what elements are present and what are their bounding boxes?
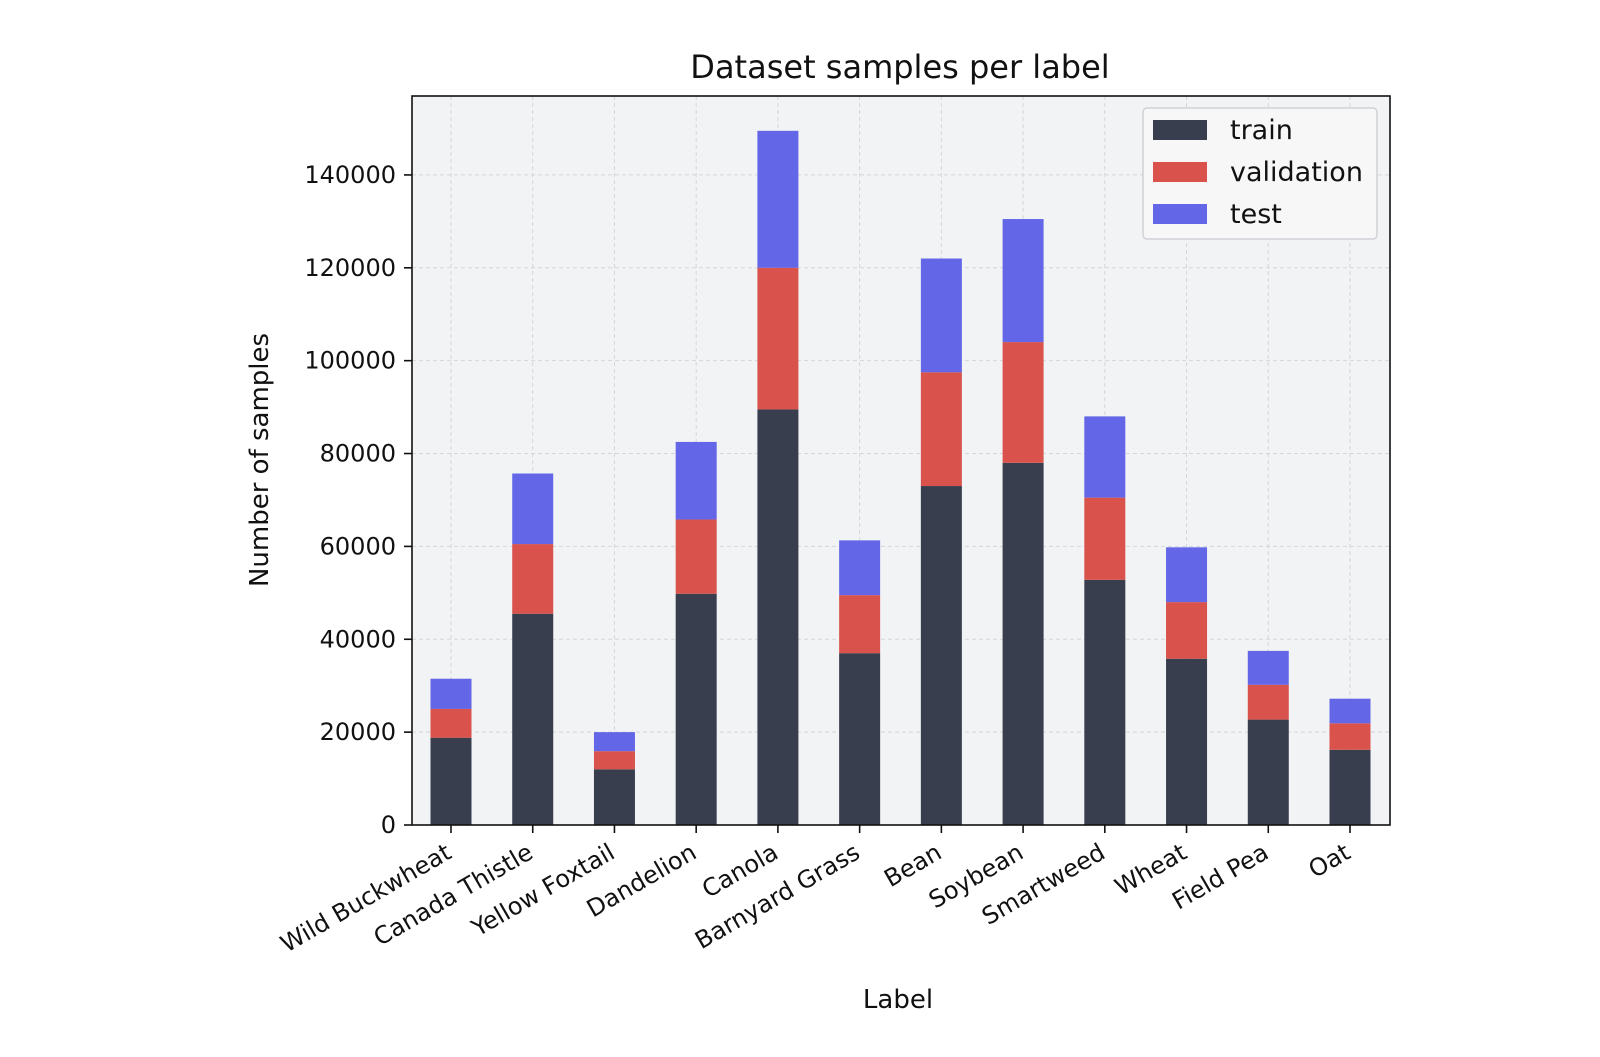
bar-validation-10 <box>1247 684 1289 720</box>
bar-test-3 <box>675 441 717 520</box>
bar-train-1 <box>512 613 554 825</box>
bar-test-2 <box>593 732 635 752</box>
y-tick-label: 80000 <box>320 440 396 468</box>
bar-validation-3 <box>675 519 717 594</box>
plot-frame <box>411 95 1391 826</box>
bar-validation-2 <box>593 751 635 770</box>
bar-validation-6 <box>920 372 962 487</box>
bar-train-3 <box>675 593 717 825</box>
bar-train-2 <box>593 769 635 825</box>
legend-label-train: train <box>1230 115 1293 146</box>
bar-test-5 <box>839 540 881 596</box>
bar-test-4 <box>757 130 799 268</box>
legend-label-validation: validation <box>1230 157 1363 188</box>
bar-test-0 <box>430 678 472 709</box>
x-axis-label: Label <box>863 985 933 1015</box>
bar-train-7 <box>1002 462 1044 825</box>
legend-label-test: test <box>1230 199 1282 230</box>
bar-validation-7 <box>1002 342 1044 463</box>
bar-train-4 <box>757 409 799 825</box>
bar-train-6 <box>920 486 962 825</box>
bar-train-0 <box>430 737 472 825</box>
y-tick-label: 120000 <box>304 254 396 282</box>
bar-test-9 <box>1166 547 1208 603</box>
y-tick-label: 20000 <box>320 718 396 746</box>
y-axis-label: Number of samples <box>245 333 275 587</box>
bar-train-8 <box>1084 579 1126 825</box>
bar-validation-4 <box>757 267 799 410</box>
bar-train-9 <box>1166 658 1208 825</box>
bar-test-7 <box>1002 219 1044 343</box>
legend-swatch-test <box>1153 204 1207 224</box>
bar-test-8 <box>1084 416 1126 498</box>
y-tick-label: 100000 <box>304 347 396 375</box>
bar-validation-9 <box>1166 602 1208 659</box>
y-axis: 0 20000 40000 60000 80000 100000 120000 140000 <box>304 161 412 839</box>
bar-test-6 <box>920 258 962 373</box>
bar-train-10 <box>1247 719 1289 825</box>
y-tick-label: 0 <box>381 811 396 839</box>
chart-title: Dataset samples per label <box>690 48 1109 86</box>
bar-validation-11 <box>1329 723 1371 750</box>
bar-validation-1 <box>512 544 554 614</box>
y-tick-label: 40000 <box>320 625 396 653</box>
y-tick-label: 60000 <box>320 532 396 560</box>
bar-test-1 <box>512 473 554 545</box>
bar-validation-5 <box>839 595 881 654</box>
bar-test-11 <box>1329 698 1371 724</box>
legend: train validation test <box>1142 107 1378 240</box>
legend-swatch-train <box>1153 120 1207 140</box>
x-tick-label: Oat <box>1304 838 1355 884</box>
y-tick-label: 140000 <box>304 161 396 189</box>
bar-validation-8 <box>1084 497 1126 580</box>
bar-validation-0 <box>430 708 472 738</box>
bar-train-11 <box>1329 749 1371 825</box>
bars <box>430 130 1371 825</box>
legend-swatch-validation <box>1153 162 1207 182</box>
bar-train-5 <box>839 653 881 825</box>
bar-test-10 <box>1247 650 1289 685</box>
